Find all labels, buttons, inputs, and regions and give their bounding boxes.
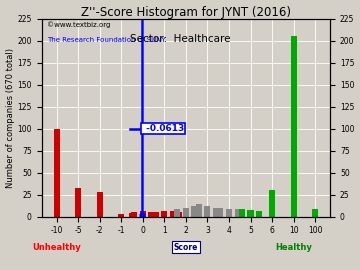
Bar [196, 204, 202, 217]
Bar [235, 210, 240, 217]
Bar [131, 212, 137, 217]
Y-axis label: Number of companies (670 total): Number of companies (670 total) [5, 48, 14, 188]
Bar [183, 208, 189, 217]
Bar [247, 210, 253, 217]
Title: Z''-Score Histogram for JYNT (2016): Z''-Score Histogram for JYNT (2016) [81, 6, 291, 19]
Bar [75, 188, 81, 217]
Bar [312, 210, 318, 217]
Bar [204, 206, 211, 217]
Text: Sector:  Healthcare: Sector: Healthcare [130, 34, 230, 44]
Bar [291, 36, 297, 217]
Bar [129, 213, 135, 217]
Bar [217, 208, 223, 217]
Bar [153, 212, 159, 217]
Text: ©www.textbiz.org: ©www.textbiz.org [47, 22, 111, 28]
Bar [170, 211, 176, 217]
Text: The Research Foundation of SUNY: The Research Foundation of SUNY [47, 37, 166, 43]
Text: Healthy: Healthy [275, 243, 312, 252]
Text: Unhealthy: Unhealthy [32, 243, 81, 252]
Bar [161, 211, 167, 217]
Bar [174, 210, 180, 217]
Bar [176, 212, 183, 217]
Bar [192, 206, 198, 217]
Bar [213, 208, 219, 217]
Bar [256, 211, 262, 217]
Text: -0.0613: -0.0613 [143, 124, 184, 133]
Bar [118, 214, 124, 217]
Bar [140, 211, 146, 217]
Bar [97, 192, 103, 217]
Text: Score: Score [174, 243, 198, 252]
Bar [239, 210, 245, 217]
Bar [269, 190, 275, 217]
Bar [148, 212, 154, 217]
Bar [54, 129, 60, 217]
Bar [226, 209, 232, 217]
